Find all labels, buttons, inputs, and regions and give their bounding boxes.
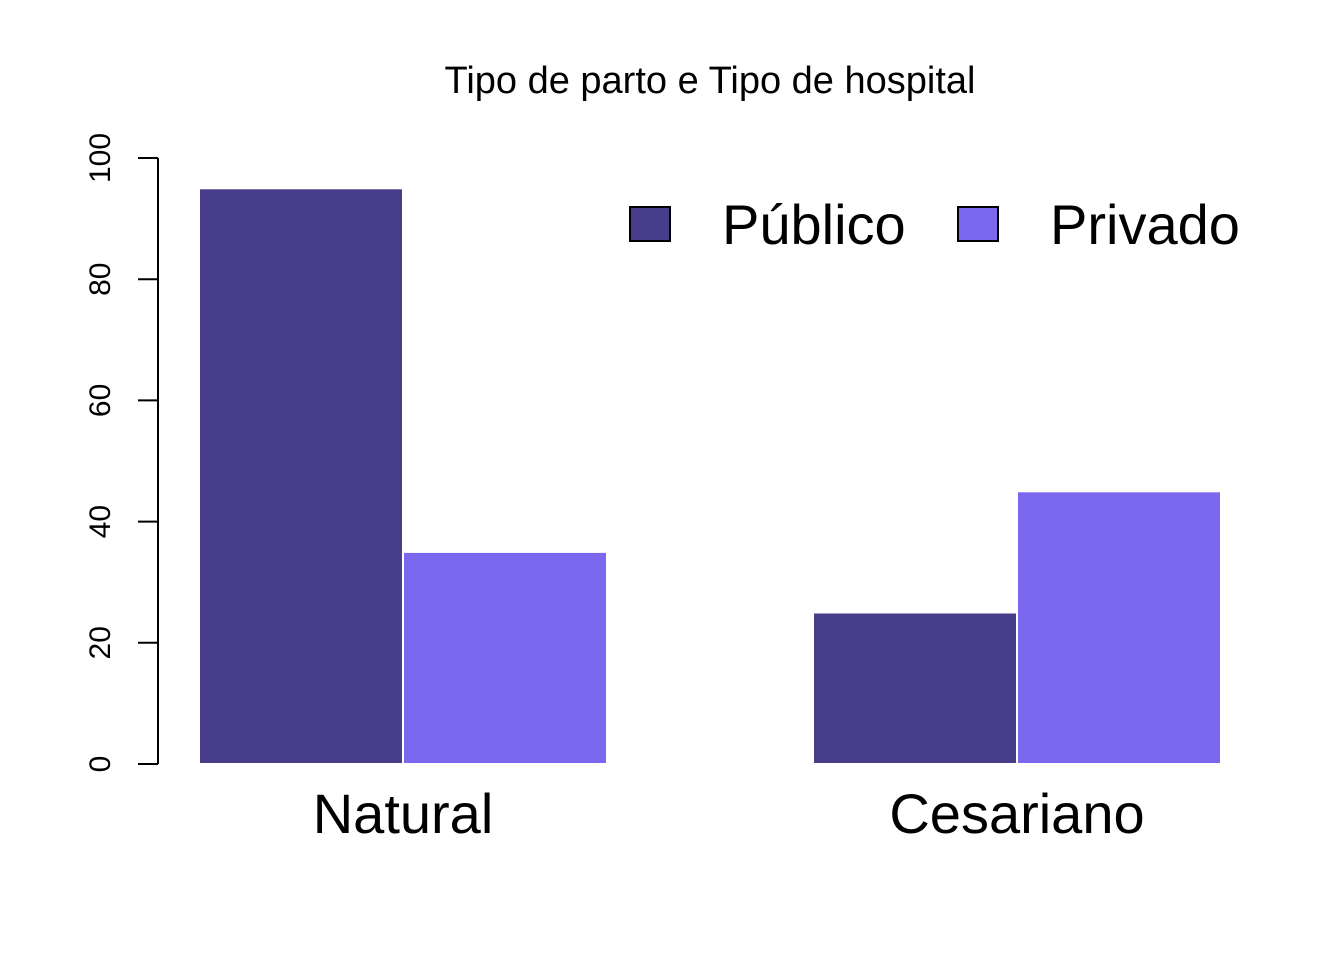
legend-label-publico: Público [722,193,906,256]
bar-natural-publico [198,187,404,766]
bar-cesariano-privado [1016,490,1222,765]
chart-title: Tipo de parto e Tipo de hospital [445,60,976,102]
y-axis: 0 20 40 60 80 100 [84,133,159,773]
legend-swatch-privado [957,206,999,242]
legend-label-privado: Privado [1050,193,1240,256]
y-tick-label-4: 80 [84,263,117,296]
x-label-cesariano: Cesariano [889,782,1144,845]
x-axis-labels: Natural Cesariano [313,782,1145,845]
y-tick-label-5: 100 [84,133,117,183]
legend-swatch-publico [629,206,671,242]
legend: Público Privado [629,193,1240,256]
bars [198,187,1222,766]
x-label-natural: Natural [313,782,494,845]
y-tick-label-3: 60 [84,384,117,417]
y-tick-label-2: 40 [84,505,117,538]
bar-natural-privado [402,550,608,766]
y-tick-label-1: 20 [84,626,117,659]
y-tick-label-0: 0 [84,756,117,773]
bar-cesariano-publico [812,611,1018,765]
